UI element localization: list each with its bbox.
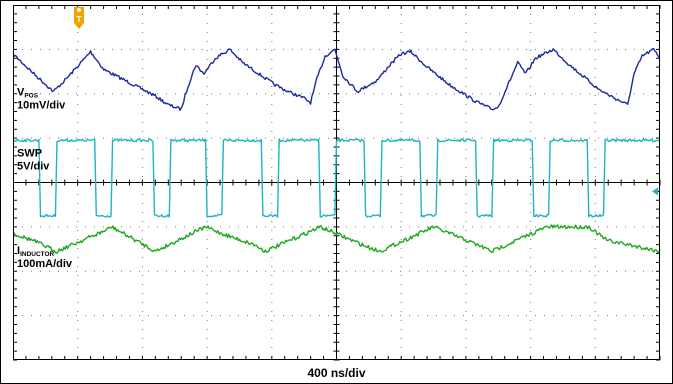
timebase-label: 400 ns/div bbox=[307, 366, 366, 380]
channel-3-scale: 100mA/div bbox=[17, 258, 73, 270]
trace-3 bbox=[13, 224, 661, 254]
channel-3-name: IINDUCTOR bbox=[17, 245, 55, 258]
markers: T bbox=[74, 7, 658, 196]
channel-1-scale: 10mV/div bbox=[17, 100, 66, 112]
trigger-marker-label: T bbox=[77, 15, 82, 24]
channel-1-name: VPOS bbox=[17, 87, 39, 100]
trace-1 bbox=[13, 47, 661, 111]
oscilloscope-screen: VPOS10mV/divSWP5V/divIINDUCTOR100mA/div … bbox=[13, 5, 661, 361]
trigger-marker-dot bbox=[77, 8, 81, 12]
traces bbox=[13, 47, 661, 254]
screen-border bbox=[13, 5, 660, 360]
trace-2 bbox=[13, 138, 661, 218]
channel-2-scale: 5V/div bbox=[17, 161, 50, 173]
channel-2-name: SWP bbox=[17, 148, 42, 160]
channel-offset-arrow bbox=[652, 187, 658, 196]
trigger-position-marker bbox=[74, 7, 84, 29]
